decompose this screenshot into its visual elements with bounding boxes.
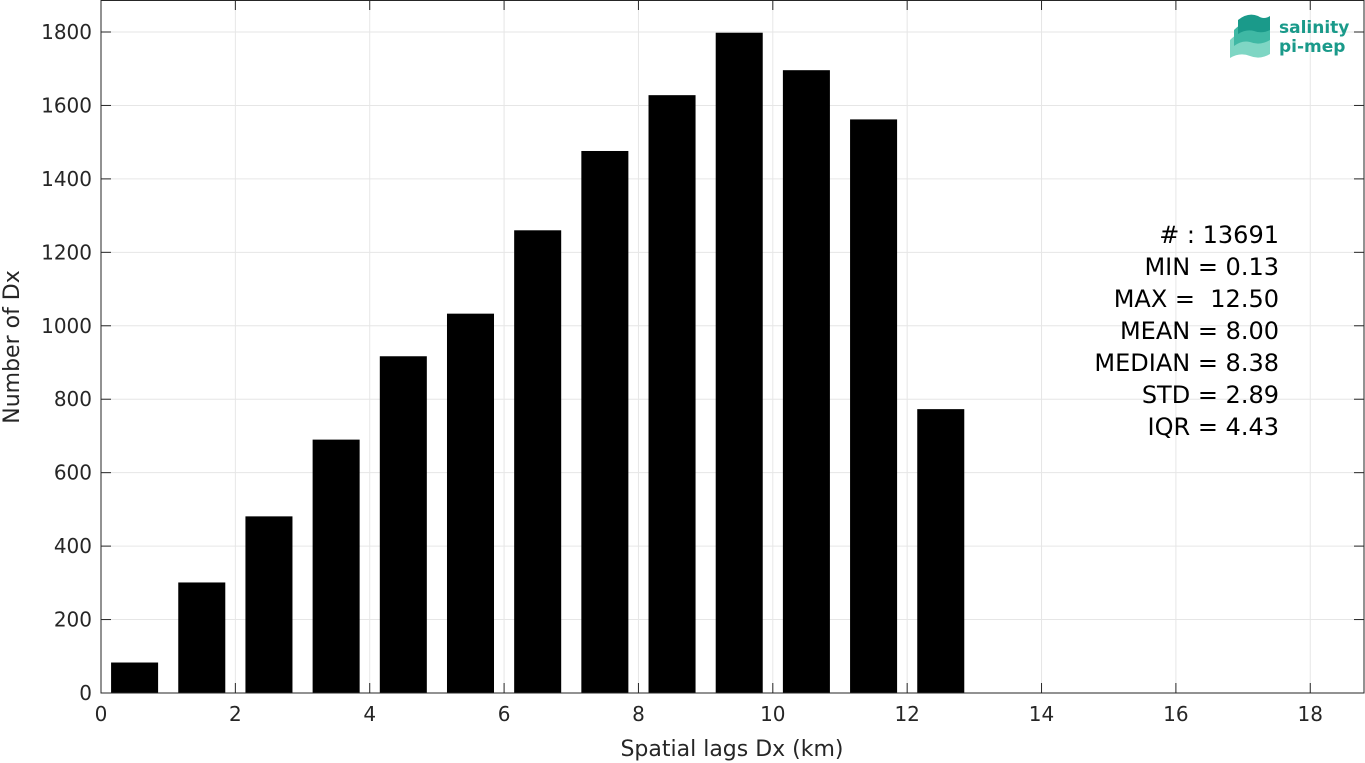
- y-tick-label-3: 600: [54, 461, 92, 485]
- stats-line-6: IQR = 4.43: [1148, 413, 1279, 441]
- y-tick-label-7: 1400: [41, 167, 92, 191]
- stats-line-1: MIN = 0.13: [1144, 253, 1279, 281]
- bar-1: [178, 582, 226, 693]
- y-tick-label-0: 0: [79, 681, 92, 705]
- x-tick-label-4: 8: [632, 702, 645, 726]
- y-tick-label-2: 400: [54, 534, 92, 558]
- logo-line-2: pi-mep: [1279, 37, 1345, 57]
- x-axis-ticks: 0 2 4 6 8 10 12 14 16 18: [95, 0, 1323, 726]
- bar-5: [446, 313, 495, 693]
- bar-0: [111, 662, 159, 693]
- stats-line-2: MAX = 12.50: [1114, 285, 1279, 313]
- x-tick-label-8: 16: [1163, 702, 1188, 726]
- bar-6: [514, 230, 562, 694]
- y-axis-ticks: 0 200 400 600 800 1000 1200 1400 1600 1800: [41, 20, 1364, 705]
- x-tick-label-0: 0: [95, 702, 108, 726]
- bar-12: [917, 409, 965, 693]
- y-tick-label-5: 1000: [41, 314, 92, 338]
- x-tick-label-2: 4: [363, 702, 376, 726]
- stats-line-4: MEDIAN = 8.38: [1094, 349, 1279, 377]
- bar-10: [782, 70, 830, 694]
- statistics-annotation: # : 13691 MIN = 0.13 MAX = 12.50 MEAN = 8.0…: [1094, 221, 1279, 441]
- x-tick-label-5: 10: [760, 702, 785, 726]
- x-tick-label-7: 14: [1029, 702, 1054, 726]
- x-axis-label: Spatial lags Dx (km): [620, 737, 843, 762]
- x-tick-label-3: 6: [498, 702, 511, 726]
- plot-frame: [100, 0, 1365, 694]
- y-tick-label-9: 1800: [41, 20, 92, 44]
- y-tick-label-6: 1200: [41, 240, 92, 264]
- bar-3: [312, 439, 360, 693]
- wave-logo-icon: [1230, 14, 1270, 58]
- stats-line-0: # : 13691: [1159, 221, 1279, 249]
- y-tick-label-4: 800: [54, 387, 92, 411]
- y-tick-label-8: 1600: [41, 93, 92, 117]
- bar-7: [581, 150, 629, 694]
- bar-8: [648, 95, 696, 693]
- x-tick-label-1: 2: [229, 702, 242, 726]
- bar-9: [715, 32, 763, 694]
- salinity-pimep-logo: salinity pi-mep: [1230, 14, 1349, 58]
- x-tick-label-6: 12: [894, 702, 919, 726]
- bar-11: [850, 119, 898, 694]
- y-axis-label: Number of Dx: [0, 270, 25, 424]
- bar-4: [379, 356, 427, 693]
- bar-2: [245, 516, 293, 693]
- x-tick-label-9: 18: [1298, 702, 1323, 726]
- bars-group: [111, 32, 965, 694]
- logo-line-1: salinity: [1279, 18, 1349, 38]
- y-tick-label-1: 200: [54, 608, 92, 632]
- stats-line-3: MEAN = 8.00: [1120, 317, 1279, 345]
- stats-line-5: STD = 2.89: [1142, 381, 1279, 409]
